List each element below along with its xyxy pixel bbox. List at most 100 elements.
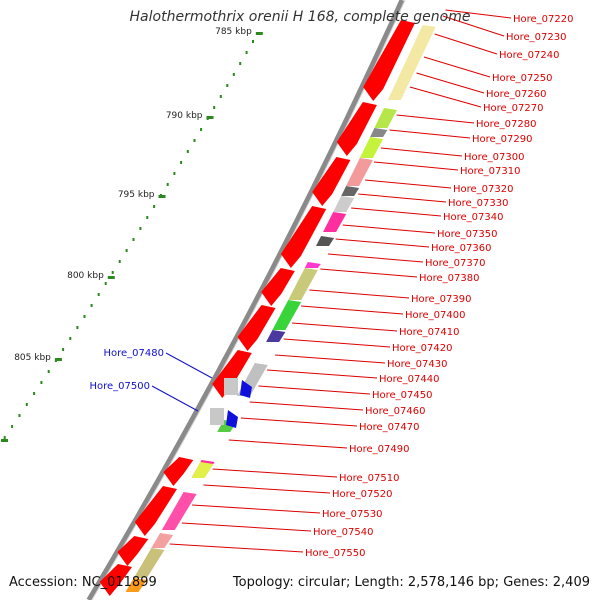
- gene-label[interactable]: Hore_07470: [359, 422, 420, 433]
- gene-block[interactable]: [333, 196, 355, 212]
- highlight-gene-arrow[interactable]: [226, 410, 238, 428]
- scale-tick-label: 790 kbp: [166, 111, 203, 121]
- gene-block[interactable]: [304, 262, 321, 268]
- highlight-gene-arrow[interactable]: [240, 380, 252, 398]
- gene-label[interactable]: Hore_07540: [313, 527, 374, 538]
- gene-block[interactable]: [161, 492, 197, 530]
- gene-leader-line: [380, 147, 463, 157]
- scale-dot: [97, 293, 100, 296]
- scale-tick: [206, 116, 214, 119]
- gene-block[interactable]: [316, 236, 335, 246]
- gene-label[interactable]: Hore_07350: [437, 229, 498, 240]
- gene-label[interactable]: Hore_07290: [472, 134, 533, 145]
- gene-label[interactable]: Hore_07250: [492, 73, 553, 84]
- gene-block[interactable]: [272, 300, 302, 330]
- gene-leader-line: [228, 439, 348, 449]
- gene-block[interactable]: [359, 137, 384, 158]
- scale-dot: [33, 392, 36, 395]
- scale-dot: [125, 249, 128, 252]
- gene-label[interactable]: Hore_07520: [332, 489, 393, 500]
- gene-label[interactable]: Hore_07530: [322, 509, 383, 520]
- gene-label[interactable]: Hore_07440: [379, 374, 440, 385]
- gene-block[interactable]: [346, 158, 373, 186]
- gene-label[interactable]: Hore_07490: [349, 444, 410, 455]
- leader-layer: [151, 9, 512, 553]
- gene-label[interactable]: Hore_07510: [339, 473, 400, 484]
- gene-label[interactable]: Hore_07380: [419, 273, 480, 284]
- forward-gene[interactable]: [280, 206, 327, 268]
- scale-dot: [83, 315, 86, 318]
- gene-label[interactable]: Hore_07370: [425, 258, 486, 269]
- forward-gene[interactable]: [212, 350, 252, 398]
- gene-label[interactable]: Hore_07360: [431, 243, 492, 254]
- highlight-leader-line: [151, 385, 199, 412]
- gene-label[interactable]: Hore_07220: [513, 14, 574, 25]
- gene-leader-line: [192, 504, 321, 514]
- gene-label[interactable]: Hore_07310: [460, 166, 521, 177]
- scale-dot: [146, 216, 149, 219]
- gene-label[interactable]: Hore_07240: [499, 50, 560, 61]
- gene-block[interactable]: [191, 462, 214, 478]
- gene-leader-line: [258, 385, 371, 395]
- forward-gene[interactable]: [336, 102, 377, 156]
- gene-block[interactable]: [266, 330, 286, 342]
- gene-label[interactable]: Hore_07340: [443, 212, 504, 223]
- gene-block[interactable]: [151, 533, 174, 548]
- scale-dot: [193, 139, 196, 142]
- gene-label[interactable]: Hore_07450: [372, 390, 433, 401]
- gene-leader-line: [365, 179, 452, 189]
- scale-dot: [219, 95, 222, 98]
- gene-label[interactable]: Hore_07270: [483, 103, 544, 114]
- forward-gene[interactable]: [117, 536, 149, 566]
- scale-dot: [11, 425, 14, 428]
- gene-leader-line: [445, 9, 512, 19]
- scale-dot: [252, 40, 254, 43]
- forward-gene[interactable]: [312, 157, 351, 206]
- gene-leader-line: [301, 305, 404, 315]
- gene-label[interactable]: Hore_07400: [405, 310, 466, 321]
- gene-block[interactable]: [370, 128, 388, 137]
- gene-label[interactable]: Hore_07320: [453, 184, 514, 195]
- highlight-gene-body[interactable]: [210, 408, 224, 425]
- scale-tick-label: 795 kbp: [118, 190, 155, 200]
- scale-tick: [107, 276, 115, 279]
- forward-gene[interactable]: [237, 305, 276, 351]
- gene-leader-line: [320, 268, 418, 278]
- gene-block[interactable]: [387, 25, 436, 100]
- gene-label[interactable]: Hore_07260: [486, 89, 547, 100]
- forward-gene[interactable]: [363, 20, 415, 101]
- highlight-gene-label[interactable]: Hore_07480: [104, 348, 165, 359]
- gene-leader-line: [434, 33, 498, 55]
- gene-label[interactable]: Hore_07330: [448, 198, 509, 209]
- forward-gene[interactable]: [261, 268, 295, 306]
- gene-block[interactable]: [288, 268, 318, 300]
- scale-dot: [47, 370, 50, 373]
- gene-label[interactable]: Hore_07460: [365, 406, 426, 417]
- gene-block[interactable]: [133, 548, 165, 578]
- scale-dot: [76, 326, 79, 329]
- highlight-gene-body[interactable]: [224, 378, 238, 395]
- forward-gene[interactable]: [99, 564, 132, 596]
- gene-block[interactable]: [125, 578, 147, 592]
- forward-gene[interactable]: [163, 457, 194, 486]
- gene-leader-line: [292, 322, 398, 332]
- gene-label[interactable]: Hore_07230: [506, 32, 567, 43]
- gene-leader-line: [409, 86, 482, 108]
- gene-block[interactable]: [323, 212, 347, 232]
- forward-gene[interactable]: [134, 486, 177, 536]
- gene-label[interactable]: Hore_07410: [399, 327, 460, 338]
- scale-tick: [54, 358, 62, 361]
- gene-label[interactable]: Hore_07390: [411, 294, 472, 305]
- gene-layer: [99, 20, 436, 596]
- gene-label[interactable]: Hore_07420: [392, 343, 453, 354]
- highlight-gene-label[interactable]: Hore_07500: [90, 381, 151, 392]
- scale-dot: [239, 62, 242, 65]
- gene-label[interactable]: Hore_07430: [387, 359, 448, 370]
- label-layer: Hore_07220 Hore_07230 Hore_07240 Hore_07250…: [90, 14, 574, 559]
- gene-label[interactable]: Hore_07300: [464, 152, 525, 163]
- gene-label[interactable]: Hore_07280: [476, 119, 537, 130]
- gene-block[interactable]: [374, 108, 397, 128]
- gene-label[interactable]: Hore_07550: [305, 548, 366, 559]
- gene-block[interactable]: [341, 186, 360, 196]
